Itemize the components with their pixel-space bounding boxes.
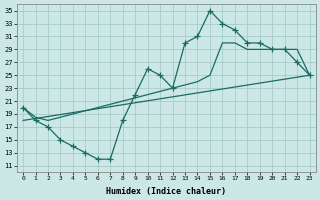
X-axis label: Humidex (Indice chaleur): Humidex (Indice chaleur) xyxy=(106,187,226,196)
